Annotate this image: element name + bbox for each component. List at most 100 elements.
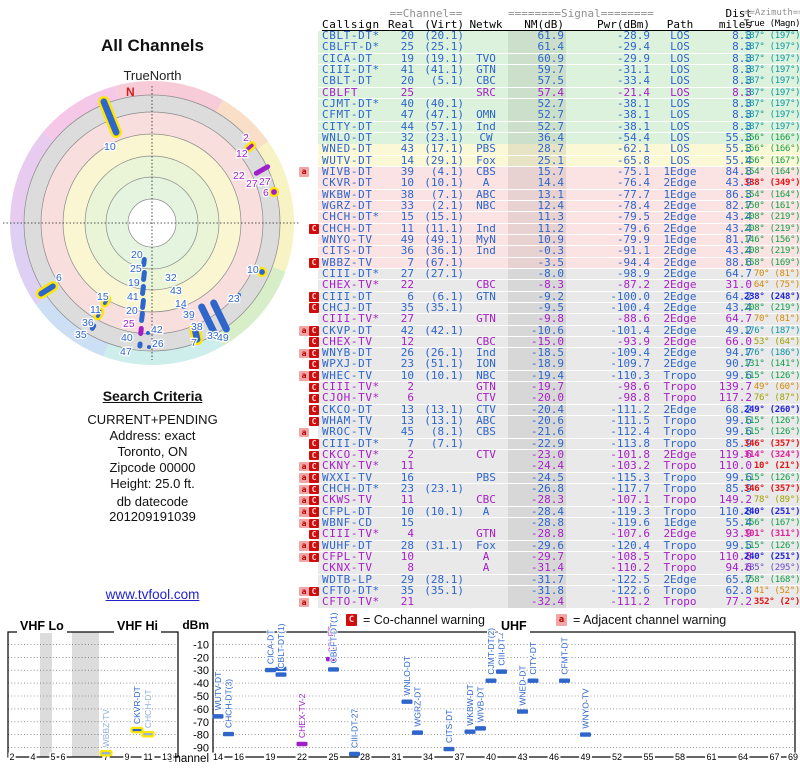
- polar-channel-label: 25: [123, 318, 135, 330]
- cell-azimuth: 156° (167°): [744, 518, 800, 529]
- cell-virt: (23.1): [424, 482, 464, 496]
- polar-channel-label: 26: [152, 338, 164, 350]
- nm-column-band: [508, 110, 566, 121]
- search-criteria-heading: Search Criteria: [102, 388, 203, 404]
- cell-pwr: -76.4: [616, 176, 650, 190]
- co-channel-marker: C: [309, 450, 319, 461]
- cell-miles: 55.3: [725, 130, 753, 144]
- channel-tick-label: 43: [517, 752, 527, 762]
- cell-nm: -19.7: [530, 380, 564, 394]
- cell-miles: 8.3: [732, 85, 752, 99]
- nm-column-band: [508, 314, 566, 325]
- cell-call: CHEX-TV*: [322, 278, 380, 292]
- cell-pwr: -38.1: [616, 108, 650, 122]
- cell-net: GTN: [476, 312, 496, 326]
- table-row: WUTV-DT 14 (29.1) Fox 25.1 -65.8 LOS 55.4 156° (…: [318, 153, 800, 167]
- nm-column-band: [508, 246, 566, 257]
- cell-net: GTN: [476, 527, 496, 541]
- cell-pwr: -29.9: [616, 51, 650, 65]
- nm-column-band: [508, 495, 566, 506]
- cell-real: 15: [400, 516, 414, 530]
- cell-azimuth: 156° (166°): [744, 144, 800, 155]
- cell-net: A: [482, 561, 490, 575]
- channel-tick-label: 55: [643, 752, 653, 762]
- dist-group-header: Dist: [725, 7, 753, 20]
- table-row: CJMT-DT* 40 (40.1) 52.7 -38.1 LOS 8.3 187° (197…: [318, 98, 800, 110]
- nm-column-band: [508, 597, 566, 608]
- cell-miles: 8.3: [732, 29, 752, 42]
- channel-tick-label: 52: [612, 752, 622, 762]
- cell-net: Fox: [476, 153, 496, 167]
- cell-real: 6: [407, 289, 414, 303]
- dbm-tick-label: -50: [193, 691, 209, 703]
- cell-miles: 99.5: [725, 538, 753, 552]
- channel-tick-label: 6: [60, 752, 65, 762]
- cell-miles: 55.3: [725, 142, 753, 156]
- adjacent-channel-icon: a: [556, 614, 567, 626]
- cell-nm: -28.4: [530, 504, 564, 518]
- cell-call: CKNY-TV*: [322, 459, 380, 473]
- cell-nm: 60.9: [537, 51, 565, 65]
- dbm-tick-label: -90: [193, 743, 209, 755]
- cell-azimuth: 150° (161°): [744, 200, 800, 211]
- polar-channel-label: 23: [228, 293, 240, 305]
- cell-real: 13: [400, 414, 414, 428]
- tick-label-bg: [547, 752, 561, 762]
- station-label: CKVR-DT: [132, 686, 142, 724]
- cell-net: CTV: [476, 448, 496, 462]
- cell-pwr: -31.1: [616, 62, 650, 76]
- cell-path: Tropo: [663, 561, 697, 575]
- page-title: All Channels: [101, 36, 204, 55]
- tick-label-bg: [453, 752, 466, 762]
- cell-virt: (13.1): [424, 402, 464, 416]
- polar-marker: [198, 303, 218, 337]
- cell-azimuth: 156° (167°): [744, 155, 800, 166]
- cell-miles: 99.6: [725, 425, 753, 439]
- cell-call: WKBW-DT: [322, 187, 373, 201]
- cell-real: 35: [400, 584, 414, 598]
- adjacent-channel-marker: a: [299, 427, 309, 438]
- cell-virt: (7.1): [430, 436, 464, 450]
- polar-channel-label: 47: [120, 346, 132, 358]
- table-row: CHCJ-DT 35 (35.1) -9.5 -100.4 2Edge 43.4 208° (…: [318, 302, 800, 314]
- cell-real: 47: [400, 108, 414, 122]
- nm-column-band: [508, 280, 566, 291]
- signal-bar: [265, 667, 276, 673]
- channel-tick-label: 9: [124, 752, 129, 762]
- nm-column-band: [508, 586, 566, 597]
- cell-path: Tropo: [663, 436, 697, 450]
- signal-bar: [527, 678, 539, 683]
- cell-call: WPXJ-DT: [322, 357, 373, 371]
- nm-column-band: [508, 325, 566, 337]
- polar-channel-label: 38: [191, 321, 203, 333]
- signal-bar: [212, 714, 224, 719]
- cell-virt: (19.1): [424, 51, 464, 65]
- channel-tick-label: 25: [328, 752, 338, 762]
- cell-virt: (17.1): [424, 142, 464, 156]
- cell-azimuth: 187° (197°): [744, 64, 800, 75]
- tick-label-bg: [327, 752, 340, 762]
- adjacent-channel-marker: a: [299, 326, 309, 336]
- north-label: N: [126, 85, 135, 99]
- cell-pwr: -91.1: [616, 244, 650, 258]
- cell-miles: 43.4: [725, 221, 753, 235]
- tvfool-link[interactable]: www.tvfool.com: [105, 587, 200, 602]
- adjacent-channel-marker: a: [299, 518, 309, 529]
- cell-path: 2Edge: [663, 289, 697, 303]
- channel-tick-label: 14: [213, 752, 223, 762]
- tick-label-bg: [232, 752, 246, 762]
- cell-call: CKNX-TV: [322, 561, 373, 575]
- channel-tick-label: 22: [297, 752, 307, 762]
- cell-real: 23: [400, 482, 414, 496]
- adjacent-channel-marker: a: [299, 167, 309, 177]
- nm-column-band: [508, 506, 566, 518]
- cell-net: PBS: [476, 470, 496, 484]
- polar-marker: [140, 284, 146, 296]
- signal-bar: [580, 732, 591, 737]
- cell-net: GTN: [476, 289, 496, 303]
- polar-marker: [237, 293, 241, 297]
- cell-real: 19: [400, 51, 414, 65]
- polar-marker: [140, 298, 146, 310]
- cell-virt: (8.1): [430, 425, 464, 439]
